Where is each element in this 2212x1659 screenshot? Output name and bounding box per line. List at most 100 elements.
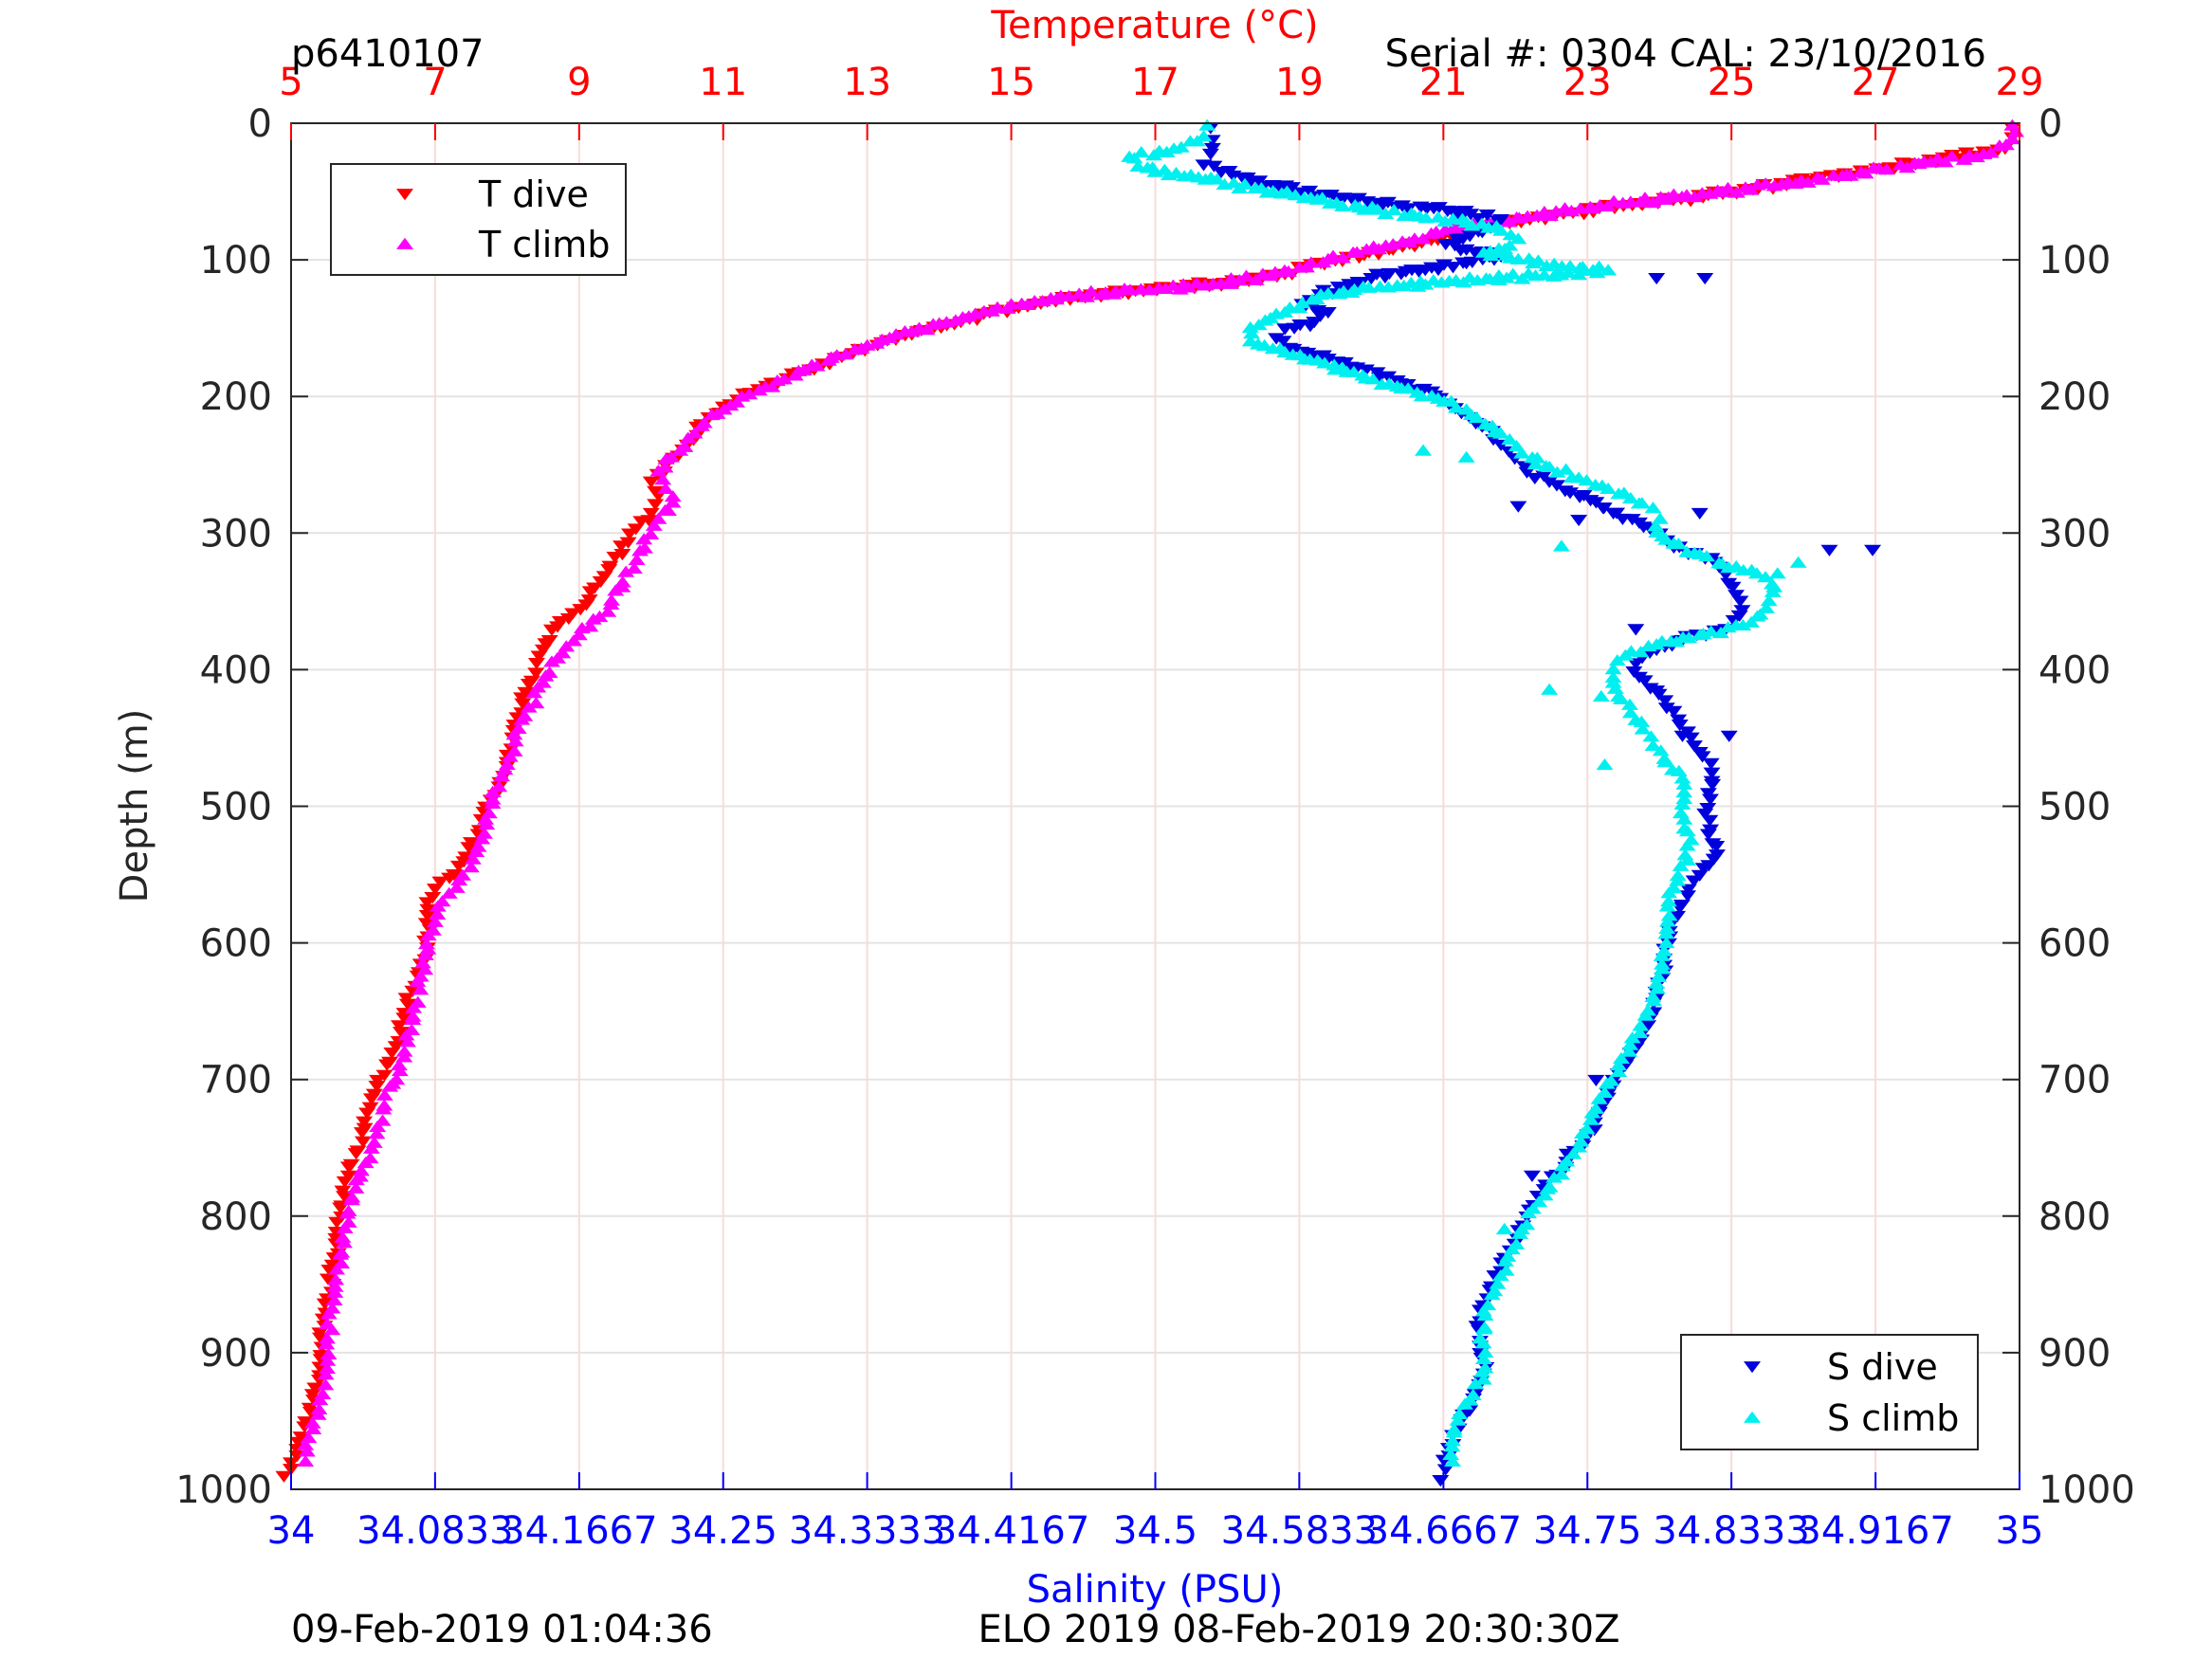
s-dive-point [1457,244,1475,256]
t-dive-point [527,667,545,680]
s-dive-point [1319,306,1337,319]
s-dive-point [1864,544,1882,556]
legend-temperature-box [330,163,627,276]
t-climb-point [297,1438,315,1450]
s-climb-point [1650,970,1668,982]
s-dive-point [1432,1475,1450,1487]
t-climb-point [1936,155,1954,168]
s-dive-point [1702,757,1720,770]
s-climb-point [1765,580,1783,592]
s-climb-point [1236,177,1254,190]
t-climb-point [395,1050,413,1063]
s-dive-point [1444,262,1462,274]
s-climb-point [1417,211,1435,224]
s-dive-point [1379,196,1397,209]
s-climb-point [1657,927,1675,939]
salinity-tick-label: 34.0833 [356,1509,513,1553]
s-dive-point [1454,257,1472,269]
s-climb-point [1564,1147,1582,1159]
s-climb-point [1656,756,1674,768]
t-climb-point [448,881,466,893]
s-climb-point [1475,1322,1493,1335]
s-climb-point [1678,853,1696,866]
s-climb-point [1617,648,1635,661]
s-dive-point [1329,282,1347,294]
s-climb-point [1675,777,1693,790]
t-dive-point [362,1093,380,1105]
t-dive-point [354,1136,372,1148]
depth-tick-label-right: 0 [2038,102,2062,146]
t-climb-point [631,544,649,556]
t-climb-point [390,1059,408,1071]
t-climb-point [664,490,682,502]
depth-tick-label-left: 700 [200,1059,272,1103]
s-dive-point [1448,233,1466,246]
header-right-label: Serial #: 0304 CAL: 23/10/2016 [1385,32,1986,76]
t-climb-point [599,605,617,617]
t-climb-point [537,669,555,682]
salinity-tick-label: 34 [267,1509,316,1553]
s-climb-point [1368,203,1386,215]
t-climb-point [1222,272,1240,284]
t-climb-point [353,1164,371,1176]
depth-tick-label-right: 700 [2038,1059,2111,1103]
s-climb-point [1455,1397,1473,1410]
data-points [275,118,2025,1487]
t-dive-point [275,1470,293,1483]
t-dive-point [642,507,660,520]
s-climb-point [1572,1135,1590,1147]
t-climb-point [1422,227,1440,239]
s-climb-point [1633,497,1651,509]
t-climb-point [542,655,560,667]
t-climb-point [1990,139,2008,152]
s-climb-point [1610,1065,1628,1077]
t-climb-point [477,812,495,825]
s-dive-point [1541,476,1559,488]
t-climb-point [506,735,524,747]
s-climb-point [1578,474,1596,486]
s-dive-point [1478,210,1496,222]
t-climb-point [1247,273,1265,285]
depth-tick-label-left: 400 [200,648,272,692]
s-climb-point [1513,272,1531,284]
s-climb-point [1757,571,1775,583]
s-climb-point [1652,744,1670,757]
t-climb-point [326,1285,344,1298]
t-climb-point [318,1332,336,1344]
s-dive-point [1704,779,1722,792]
s-climb-point [1658,915,1676,927]
s-climb-point [1278,185,1296,197]
s-dive-point [1708,840,1726,853]
t-climb-point [1736,181,1754,193]
t-climb-point [1344,246,1362,259]
s-climb-point [1545,1171,1563,1183]
s-climb-point [1620,698,1638,710]
t-climb-point [1809,171,1827,183]
t-climb-point [1824,169,1842,181]
legend-t-climb-marker [396,237,413,249]
t-climb-point [391,1065,409,1077]
depth-tick-label-right: 800 [2038,1195,2111,1239]
t-climb-point [311,1394,329,1406]
s-dive-point [1518,466,1536,479]
t-dive-point [431,876,449,888]
temperature-tick-label: 7 [423,61,447,104]
s-climb-point [1371,280,1389,292]
t-climb-point [297,1454,315,1468]
t-climb-point [786,369,804,381]
t-climb-point [304,1422,322,1435]
s-climb-point [1634,722,1652,735]
legend-s-climb-label: S climb [1827,1397,1959,1439]
s-dive-point [1705,853,1723,866]
t-climb-point [525,686,543,699]
t-climb-point [1275,264,1293,276]
s-dive-point [1691,507,1709,520]
s-dive-point [1701,793,1719,806]
t-dive-point [387,1041,405,1053]
t-climb-point [1394,235,1412,247]
t-climb-point [429,900,447,912]
s-climb-point [1476,1308,1494,1322]
s-climb-point [1653,949,1671,961]
s-climb-point [1541,683,1559,695]
s-dive-point [1380,371,1398,383]
